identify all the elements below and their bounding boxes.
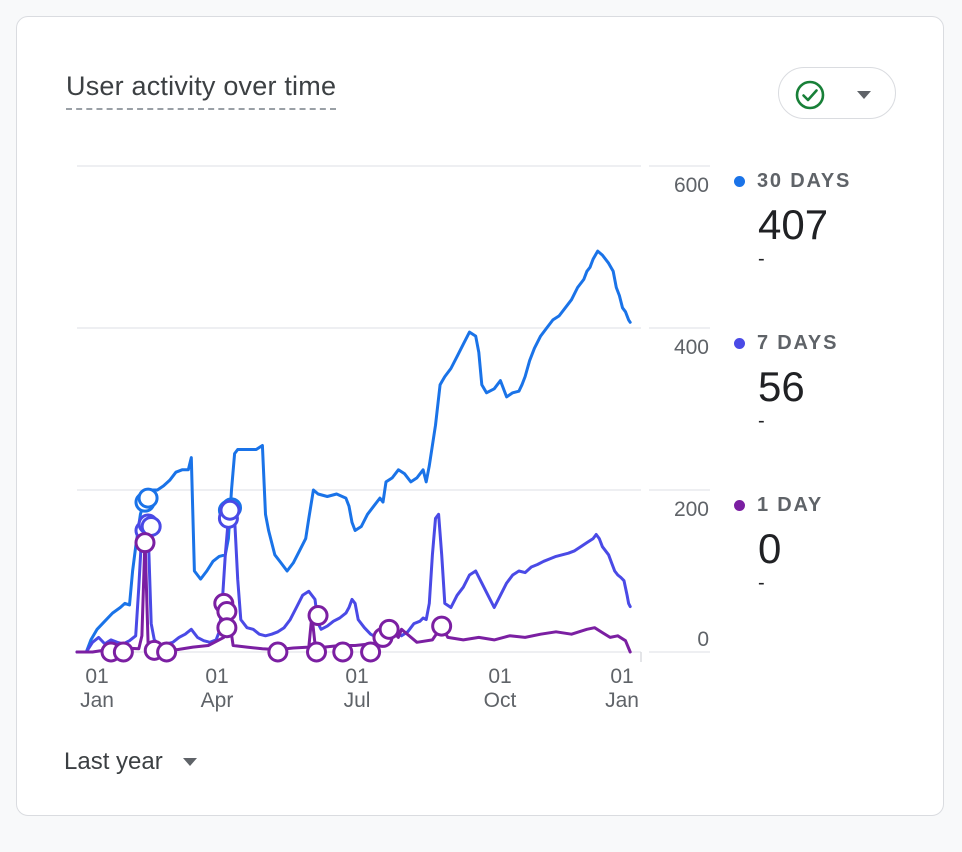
user-activity-card: User activity over time: [16, 16, 944, 816]
y-tick-label: 400: [674, 336, 709, 359]
series-line-7-days: [75, 506, 632, 654]
date-range-dropdown[interactable]: Last year: [64, 742, 197, 782]
legend-dot-30-days: [734, 176, 745, 187]
svg-text:01: 01: [345, 665, 368, 688]
svg-text:Jul: Jul: [344, 689, 371, 712]
legend-item-7-days: 7 DAYS 56 -: [734, 332, 838, 431]
anomaly-marker[interactable]: [360, 641, 382, 663]
check-circle-icon: [795, 80, 825, 110]
y-tick-label: 0: [697, 628, 709, 651]
anomaly-marker[interactable]: [332, 641, 354, 663]
anomaly-marker[interactable]: [219, 499, 241, 521]
svg-text:01: 01: [85, 665, 108, 688]
chart-lines: [75, 249, 632, 654]
anomaly-marker[interactable]: [431, 615, 453, 637]
anomaly-marker[interactable]: [306, 641, 328, 663]
svg-text:Jan: Jan: [605, 689, 639, 712]
legend-dot-1-day: [734, 500, 745, 511]
legend-value-1-day: 0: [758, 525, 782, 572]
caret-down-icon: [182, 758, 197, 766]
chart-markers: [100, 487, 453, 663]
anomaly-marker[interactable]: [378, 618, 400, 640]
legend-value-7-days: 56: [758, 363, 805, 410]
anomaly-marker[interactable]: [134, 532, 156, 554]
svg-text:01: 01: [205, 665, 228, 688]
svg-text:01: 01: [610, 665, 633, 688]
svg-text:01: 01: [488, 665, 511, 688]
legend-item-1-day: 1 DAY 0 -: [734, 494, 823, 593]
data-quality-dropdown[interactable]: [778, 67, 896, 119]
series-line-30-days: [75, 249, 632, 654]
svg-text:Jan: Jan: [80, 689, 114, 712]
card-title[interactable]: User activity over time: [66, 71, 337, 110]
y-tick-label: 600: [674, 174, 709, 197]
legend-change-30-days: -: [758, 248, 765, 270]
caret-down-icon: [857, 91, 871, 99]
svg-text:Oct: Oct: [484, 689, 517, 712]
legend-change-7-days: -: [758, 410, 765, 432]
chart-grid: [77, 160, 710, 662]
y-tick-label: 200: [674, 498, 709, 521]
svg-text:Apr: Apr: [201, 689, 234, 712]
date-range-label: Last year: [64, 748, 163, 775]
anomaly-marker[interactable]: [267, 641, 289, 663]
legend-change-1-day: -: [758, 572, 765, 594]
legend-label-7-days: 7 DAYS: [757, 332, 839, 354]
anomaly-marker[interactable]: [112, 641, 134, 663]
legend-label-30-days: 30 DAYS: [757, 170, 852, 192]
series-line-1-day: [75, 537, 632, 654]
legend-dot-7-days: [734, 338, 745, 349]
anomaly-marker[interactable]: [156, 641, 178, 663]
legend-value-30-days: 407: [758, 201, 829, 248]
legend-item-30-days: 30 DAYS 407 -: [734, 170, 851, 269]
legend-label-1-day: 1 DAY: [757, 494, 824, 516]
y-axis-labels: 600 400 200 0: [674, 174, 709, 651]
anomaly-marker[interactable]: [216, 617, 238, 639]
anomaly-marker[interactable]: [307, 605, 329, 627]
anomaly-marker[interactable]: [137, 487, 159, 509]
